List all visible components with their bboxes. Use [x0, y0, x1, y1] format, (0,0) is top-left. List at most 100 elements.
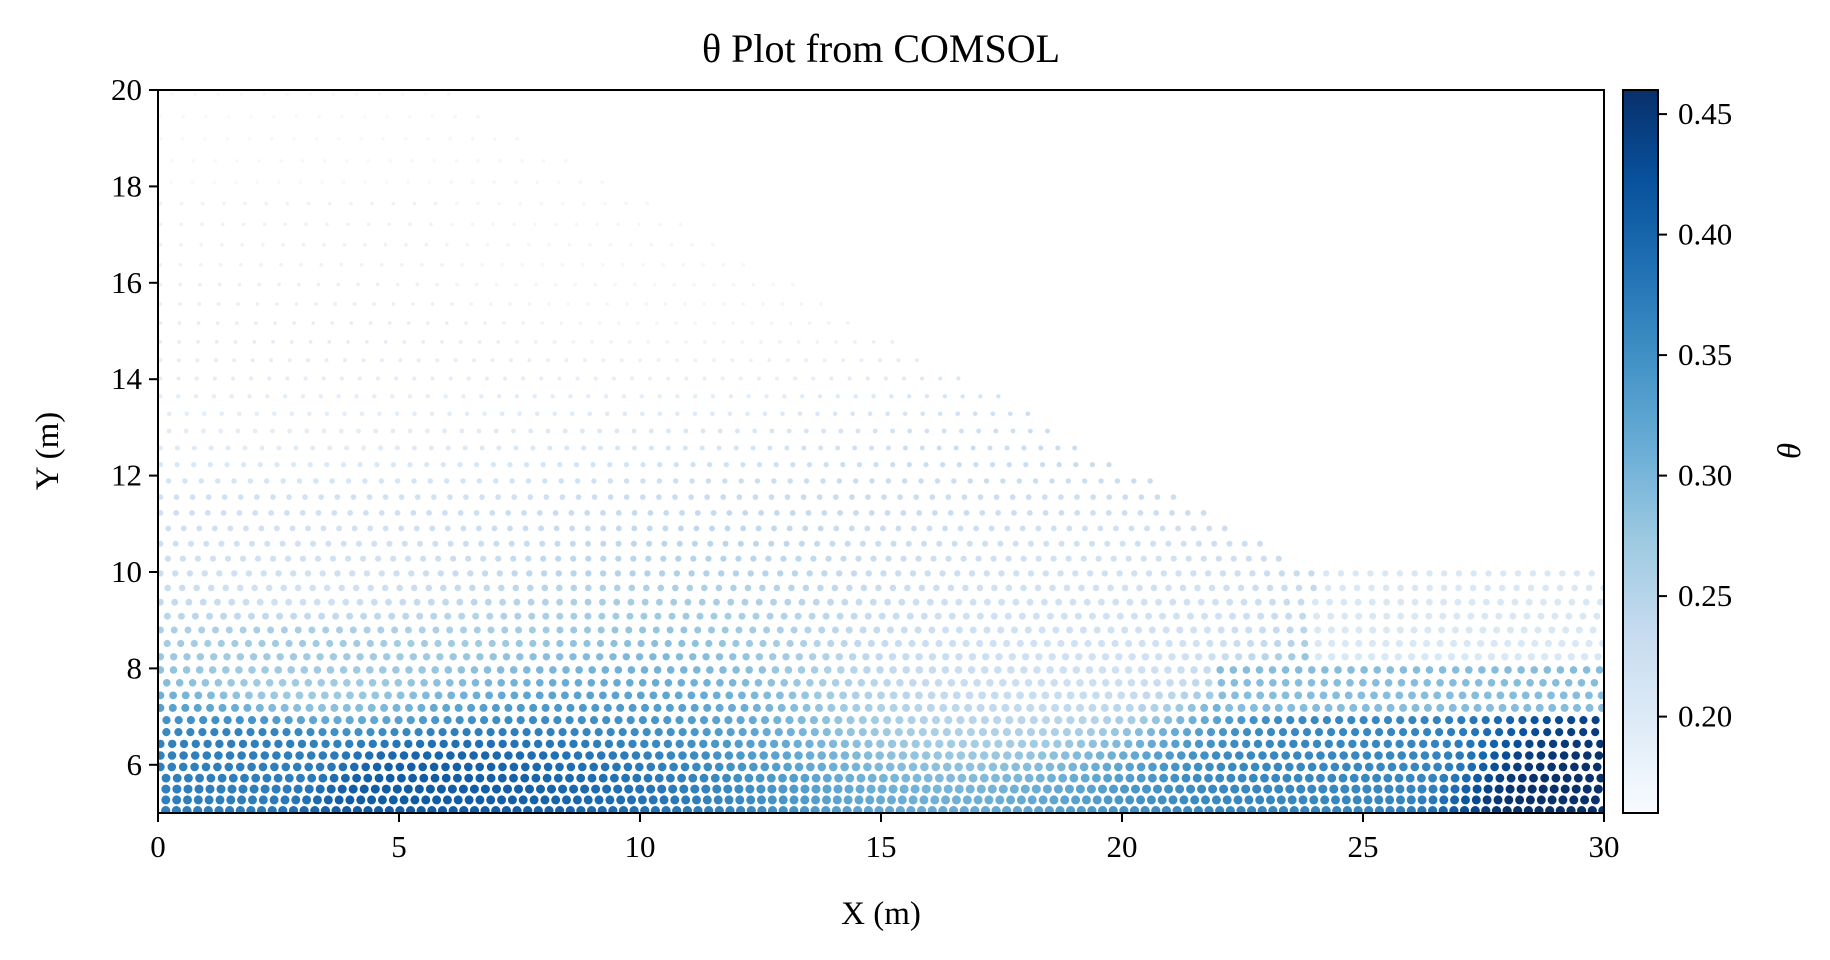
scatter-point	[227, 739, 236, 749]
scatter-point	[849, 494, 855, 500]
scatter-point	[748, 358, 753, 363]
scatter-point	[532, 762, 541, 772]
scatter-point	[1585, 703, 1594, 712]
scatter-point	[705, 478, 712, 484]
scatter-point	[907, 428, 913, 434]
scatter-point	[799, 302, 804, 306]
scatter-point	[309, 716, 318, 725]
scatter-point	[1125, 555, 1132, 562]
scatter-point	[976, 612, 984, 620]
scatter-point	[280, 584, 288, 592]
scatter-point	[554, 540, 561, 547]
scatter-point	[798, 598, 806, 606]
scatter-point	[1024, 773, 1034, 783]
scatter-point	[1324, 584, 1332, 592]
scatter-point	[1093, 626, 1101, 634]
scatter-point	[203, 739, 212, 749]
scatter-point	[655, 321, 659, 325]
scatter-point	[1183, 739, 1192, 749]
scatter-point	[817, 762, 827, 772]
scatter-point	[1203, 666, 1211, 674]
scatter-point	[1549, 784, 1559, 794]
scatter-point	[738, 728, 747, 737]
scatter-point	[1119, 540, 1126, 547]
scatter-point	[1110, 728, 1119, 737]
scatter-point	[453, 114, 458, 119]
scatter-point	[265, 679, 274, 687]
scatter-point	[1179, 639, 1187, 648]
scatter-point	[1360, 739, 1369, 749]
scatter-point	[712, 716, 721, 725]
scatter-point	[556, 598, 563, 606]
scatter-point	[1341, 653, 1349, 661]
scatter-point	[1013, 703, 1022, 712]
scatter-point	[705, 639, 713, 648]
scatter-point	[491, 525, 498, 532]
y-axis-label: Y (m)	[30, 412, 66, 491]
scatter-point	[163, 679, 171, 687]
scatter-point	[1011, 679, 1020, 687]
scatter-point	[456, 598, 464, 606]
scatter-point	[370, 784, 380, 794]
scatter-point	[940, 691, 949, 700]
scatter-point	[1327, 728, 1336, 737]
scatter-point	[1548, 751, 1557, 760]
scatter-point	[1181, 773, 1191, 783]
scatter-point	[447, 494, 453, 500]
scatter-point	[784, 494, 791, 500]
scatter-point	[1045, 428, 1050, 434]
scatter-point	[476, 653, 484, 661]
scatter-point	[1420, 751, 1430, 760]
scatter-point	[418, 762, 428, 772]
scatter-point	[555, 570, 562, 577]
scatter-point	[1285, 762, 1294, 772]
scatter-point	[323, 584, 331, 592]
scatter-point	[765, 555, 772, 562]
scatter-point	[1384, 784, 1394, 794]
scatter-point	[856, 773, 866, 783]
scatter-point	[1136, 795, 1146, 805]
scatter-point	[666, 376, 671, 381]
scatter-point	[1344, 691, 1353, 700]
scatter-point	[965, 784, 975, 794]
scatter-point	[1551, 612, 1559, 620]
scatter-point	[1433, 762, 1442, 772]
scatter-point	[258, 525, 265, 532]
scatter-point	[1237, 773, 1247, 783]
scatter-point	[438, 728, 447, 737]
scatter-point	[682, 806, 692, 813]
scatter-point	[280, 626, 288, 634]
scatter-point	[452, 762, 462, 772]
scatter-point	[1287, 795, 1297, 805]
scatter-point	[1245, 626, 1253, 634]
scatter-point	[1194, 584, 1201, 592]
scatter-point	[350, 762, 359, 772]
scatter-point	[1591, 716, 1600, 725]
scatter-point	[473, 626, 481, 634]
scatter-point	[913, 494, 919, 500]
scatter-point	[725, 806, 735, 813]
scatter-point	[1527, 784, 1537, 794]
scatter-point	[539, 376, 544, 381]
scatter-point	[487, 626, 495, 634]
scatter-point	[349, 321, 354, 325]
scatter-point	[1074, 494, 1080, 500]
scatter-point	[752, 494, 759, 500]
scatter-point	[674, 321, 678, 325]
scatter-point	[1054, 691, 1062, 700]
scatter-point	[1383, 773, 1393, 783]
scatter-point	[190, 751, 200, 760]
scatter-point	[646, 762, 656, 772]
scatter-point	[277, 180, 281, 185]
scatter-point	[1483, 784, 1493, 794]
scatter-point	[976, 584, 984, 592]
scatter-point	[807, 321, 812, 325]
scatter-point	[969, 598, 977, 606]
scatter-point	[1150, 703, 1159, 712]
scatter-point	[1536, 751, 1546, 760]
scatter-point	[735, 626, 743, 634]
scatter-point	[715, 653, 724, 661]
scatter-point	[198, 478, 204, 484]
scatter-point	[1017, 739, 1027, 749]
scatter-point	[707, 462, 713, 468]
